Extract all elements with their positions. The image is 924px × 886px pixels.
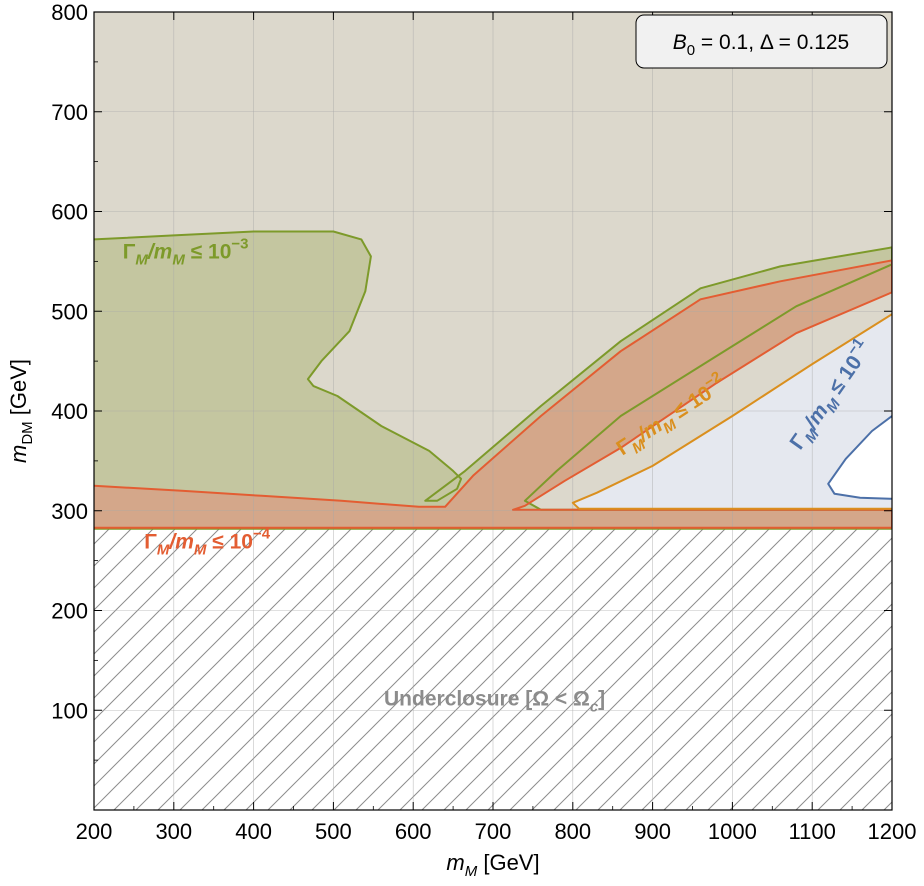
x-tick-label: 1200: [868, 819, 917, 844]
plot-area: [94, 12, 892, 810]
y-tick-label: 400: [51, 399, 88, 424]
grid-lines: [94, 12, 892, 810]
contour-label-green: ΓM/mM ≤ 10−3: [123, 235, 249, 268]
y-tick-label: 800: [51, 0, 88, 25]
contour-line-orange_red: [94, 259, 892, 529]
x-tick-label: 600: [395, 819, 432, 844]
contour-line-orange: [571, 313, 892, 510]
x-tick-label: 700: [475, 819, 512, 844]
x-tick-label: 300: [155, 819, 192, 844]
contour-label-orange_red: ΓM/mM ≤ 10−4: [144, 526, 270, 559]
y-tick-label: 500: [51, 299, 88, 324]
y-tick-label: 600: [51, 200, 88, 225]
y-tick-label: 700: [51, 100, 88, 125]
contour-line-green: [94, 230, 892, 530]
contour-line-blue: [827, 415, 892, 500]
x-tick-label: 1100: [789, 819, 836, 844]
y-tick-label: 100: [51, 698, 88, 723]
x-tick-label: 900: [634, 819, 671, 844]
contour-fill-orange_red: [94, 260, 892, 528]
y-tick-label: 300: [51, 499, 88, 524]
contour-lines: [94, 230, 892, 530]
x-tick-label: 500: [315, 819, 352, 844]
underclosure-label: Underclosure [Ω < Ωc]: [384, 687, 605, 715]
axis-tick-labels: 200 300 400 500 600 700 800 900 1000 1100 1200 100 2…: [51, 0, 916, 844]
x-tick-label: 800: [554, 819, 591, 844]
y-axis-title: mDM [GeV]: [6, 359, 36, 463]
legend-box: B0 = 0.1, Δ = 0.125: [635, 14, 888, 69]
x-tick-label: 400: [235, 819, 272, 844]
x-axis-title: mM [GeV]: [446, 850, 539, 880]
legend-text: B0 = 0.1, Δ = 0.125: [673, 31, 850, 59]
x-tick-label: 200: [76, 819, 113, 844]
x-tick-label: 1000: [708, 819, 757, 844]
axis-ticks: [93, 11, 893, 810]
contour-fill-white: [828, 416, 892, 499]
y-tick-label: 200: [51, 599, 88, 624]
